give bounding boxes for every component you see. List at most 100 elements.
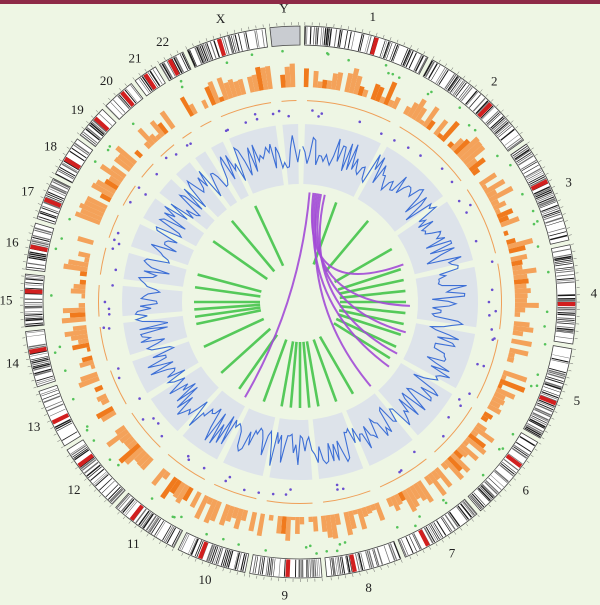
band	[357, 553, 362, 571]
band	[527, 172, 544, 182]
band	[41, 205, 59, 213]
band	[312, 559, 315, 577]
histogram-bar	[326, 80, 333, 90]
scatter-point-purple	[447, 415, 450, 419]
histogram-bar	[462, 145, 486, 166]
histogram-bar	[303, 68, 310, 88]
link-bar	[324, 219, 370, 273]
band	[538, 399, 555, 407]
band	[28, 343, 46, 348]
histogram-baseline	[167, 453, 206, 481]
histogram-bar	[108, 175, 122, 187]
histogram-bar	[505, 237, 516, 245]
histogram-bar	[77, 338, 89, 345]
histogram-baseline	[307, 100, 391, 123]
top-rule	[0, 0, 600, 4]
ideogram-14	[25, 329, 56, 388]
link-bar	[305, 341, 320, 407]
band	[544, 381, 562, 389]
band	[232, 34, 238, 53]
tick	[383, 34, 385, 38]
line-track-path	[134, 135, 467, 466]
histogram-bar	[512, 264, 523, 271]
band	[448, 77, 460, 92]
band	[234, 34, 240, 52]
tick	[249, 574, 251, 578]
scatter-point-green	[53, 351, 57, 354]
band	[475, 100, 489, 115]
histogram-bar	[69, 312, 86, 318]
band	[556, 331, 574, 334]
band	[238, 33, 243, 51]
histogram-bar	[508, 245, 526, 254]
band	[545, 217, 563, 224]
histogram-bar	[99, 192, 112, 203]
tick	[530, 454, 534, 457]
scatter-point-green	[60, 237, 63, 240]
band	[270, 558, 274, 576]
band	[373, 548, 380, 566]
scatter-point-green	[205, 532, 208, 536]
histogram-bar	[118, 443, 141, 464]
band	[140, 511, 151, 527]
band	[72, 446, 88, 458]
band	[106, 105, 120, 119]
histogram-bar	[143, 141, 152, 150]
scatter-point-purple	[277, 109, 281, 113]
band	[348, 555, 353, 573]
centromere	[197, 541, 209, 560]
scatter-point-green	[430, 90, 433, 94]
band	[24, 293, 43, 295]
chromosome-label-3: 3	[565, 175, 572, 190]
band	[24, 302, 43, 304]
band	[110, 488, 124, 503]
histogram-bar	[264, 65, 273, 90]
scatter-point-green	[481, 473, 485, 477]
histogram-bar	[114, 424, 127, 436]
histogram-bar	[84, 199, 106, 214]
histogram-bar	[162, 470, 171, 480]
tick	[465, 523, 469, 527]
band	[389, 43, 397, 61]
histogram-bar	[387, 99, 395, 108]
band	[89, 124, 104, 137]
histogram-bar	[134, 149, 144, 159]
tick	[403, 42, 406, 46]
histogram-baseline	[122, 185, 136, 206]
band	[85, 128, 100, 141]
histogram-bar	[312, 516, 319, 532]
link-bar	[212, 240, 268, 281]
band	[318, 559, 321, 577]
scatter-point-purple	[450, 180, 454, 184]
band	[502, 461, 516, 473]
tick	[205, 38, 208, 42]
band	[408, 535, 417, 552]
band	[425, 61, 435, 78]
band	[189, 49, 197, 66]
band	[477, 487, 492, 502]
scatter-point-purple	[226, 128, 230, 132]
histogram-baseline	[266, 500, 313, 504]
centromere	[216, 38, 227, 57]
scatter-point-purple	[358, 120, 362, 124]
histogram-bar	[357, 85, 365, 97]
band	[222, 37, 228, 55]
scatter-point-purple	[144, 193, 147, 196]
link-bar	[312, 201, 338, 265]
tick	[545, 172, 549, 175]
tick	[416, 48, 419, 52]
band	[197, 46, 206, 63]
band	[294, 559, 297, 578]
scatter-point-green	[511, 432, 515, 436]
band	[211, 546, 219, 564]
band	[527, 423, 543, 433]
chromosome-label-4: 4	[591, 286, 598, 301]
histogram-bar	[491, 395, 506, 406]
centromere	[143, 73, 157, 90]
chromosome-label-19: 19	[71, 102, 84, 117]
tick	[551, 417, 555, 420]
band	[548, 371, 566, 377]
tick	[194, 558, 197, 562]
band	[130, 84, 142, 100]
tick	[566, 377, 570, 379]
